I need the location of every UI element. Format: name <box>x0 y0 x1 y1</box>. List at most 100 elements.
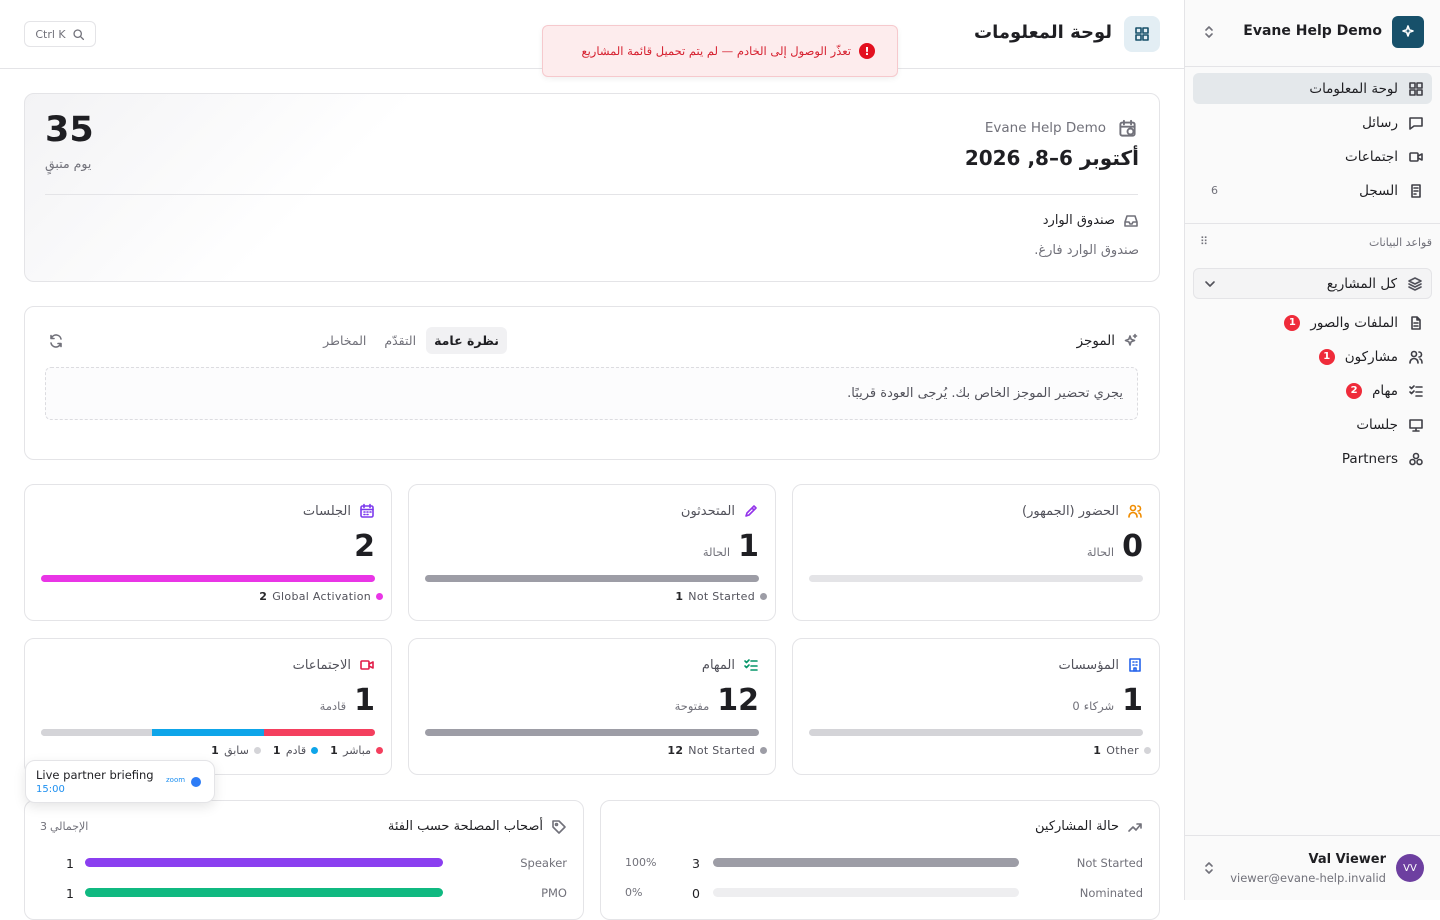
db-nav-item[interactable]: مشاركون 1 <box>1193 341 1432 372</box>
row-track <box>85 858 443 867</box>
stat-legend: Not Started 12 <box>667 744 767 757</box>
row-count: 0 <box>692 886 700 901</box>
calendar-icon <box>1119 119 1136 137</box>
stat-legend: مباشر 1 قادم 1 سابق 1 <box>211 744 383 757</box>
stat-unit: الحالة <box>703 545 730 559</box>
switcher-icon[interactable] <box>1201 24 1217 40</box>
stat-value: 0 <box>1122 529 1143 564</box>
row-label: Not Started <box>1076 856 1143 870</box>
refresh-button[interactable] <box>48 333 64 349</box>
stat-bar <box>809 729 1143 736</box>
divider <box>45 194 1138 195</box>
user-email: viewer@evane-help.invalid <box>1230 871 1386 885</box>
legend-item: سابق 1 <box>211 744 261 757</box>
stat-bar <box>41 575 375 582</box>
stat-bar <box>41 729 375 736</box>
stat-title: الاجتماعات <box>292 657 351 673</box>
row-count: 3 <box>692 856 700 871</box>
brief-tab[interactable]: المخاطر <box>323 333 367 348</box>
total-count: 3 <box>40 820 47 833</box>
icon <box>1409 151 1423 162</box>
stat-legend: Other 1 <box>1093 744 1151 757</box>
db-nav-item[interactable]: جلسات <box>1193 409 1432 440</box>
sidebar <box>1184 0 1440 900</box>
stat-card: الاجتماعات 1 قادمة مباشر 1 قادم 1 سابق 1 <box>24 638 392 775</box>
row-count: 1 <box>66 856 74 871</box>
stat-unit-label: شركاء <box>1083 699 1115 713</box>
event-name: Evane Help Demo <box>984 120 1106 136</box>
icon <box>1409 418 1423 432</box>
stat-unit-count: 0 <box>1072 699 1080 713</box>
search-button[interactable]: Ctrl K <box>24 21 96 47</box>
nav-badge: 2 <box>1346 382 1363 399</box>
db-nav-item[interactable]: Partners <box>1193 443 1432 474</box>
brief-tab[interactable]: نظرة عامة <box>426 327 507 354</box>
user-menu-icon[interactable] <box>1201 860 1217 876</box>
icon <box>1409 116 1423 130</box>
workspace-name[interactable]: Evane Help Demo <box>1243 23 1382 39</box>
nav-item[interactable]: السجل 6 <box>1193 175 1432 206</box>
stat-bar <box>809 575 1143 582</box>
layers-icon <box>1408 276 1422 291</box>
stat-value-row: 2 <box>354 529 375 564</box>
legend-count: 12 <box>667 744 684 757</box>
stat-unit: شركاء 0 <box>1072 699 1114 713</box>
stat-title: المتحدثون <box>680 503 735 519</box>
nav-label: لوحة المعلومات <box>1309 80 1398 97</box>
legend-dot <box>760 747 767 754</box>
db-nav-item[interactable]: الملفات والصور 1 <box>1193 307 1432 338</box>
page-icon <box>1124 16 1160 52</box>
inbox-title: صندوق الوارد <box>1042 213 1115 228</box>
nav-count: 6 <box>1211 184 1218 197</box>
stat-value-row: 1 شركاء 0 <box>1072 683 1143 718</box>
live-dot <box>191 777 201 787</box>
brief-tab[interactable]: التقدّم <box>384 333 417 348</box>
brief-title: الموجز <box>1076 333 1115 349</box>
days-label: يوم متبقٍ <box>45 156 92 171</box>
days-left: 35 <box>45 110 94 150</box>
inbox-empty: صندوق الوارد فارغ. <box>1034 243 1139 258</box>
brief-message: يجري تحضير الموجز الخاص بك. يُرجى العودة… <box>847 386 1123 401</box>
db-nav-item[interactable]: مهام 2 <box>1193 375 1432 406</box>
drag-handle[interactable]: ⠿ <box>1200 235 1208 248</box>
icon <box>744 659 758 671</box>
error-toast: ! تعذّر الوصول إلى الخادم — لم يتم تحميل… <box>542 25 898 77</box>
bar-segment <box>41 575 375 582</box>
nav-item[interactable]: رسائل <box>1193 107 1432 138</box>
live-meeting-widget[interactable]: Live partner briefing 15:00 zoom <box>25 760 215 803</box>
project-select[interactable]: كل المشاريع <box>1193 268 1432 299</box>
inbox-icon <box>1124 215 1138 227</box>
legend-item: Not Started 12 <box>667 744 767 757</box>
stat-value-row: 12 مفتوحة <box>675 683 759 718</box>
nav-item[interactable]: لوحة المعلومات <box>1193 73 1432 104</box>
project-select-label: كل المشاريع <box>1326 275 1397 292</box>
legend-count: 2 <box>259 590 268 603</box>
stat-card: الجلسات 2 Global Activation 2 <box>24 484 392 621</box>
legend-item: قادم 1 <box>273 744 319 757</box>
icon <box>360 503 374 518</box>
stat-unit-label: الحالة <box>702 545 731 559</box>
legend-count: 1 <box>330 744 339 757</box>
divider <box>1185 835 1440 836</box>
row-label: Nominated <box>1079 886 1143 900</box>
nav-item[interactable]: اجتماعات <box>1193 141 1432 172</box>
error-icon: ! <box>859 43 875 59</box>
legend-label: مباشر <box>343 744 371 757</box>
section-label: قواعد البيانات <box>1369 236 1432 249</box>
row-label: PMO <box>541 886 567 900</box>
stat-value-row: 1 قادمة <box>320 683 375 718</box>
row-count: 1 <box>66 886 74 901</box>
icon <box>360 660 374 670</box>
row-track <box>85 888 443 897</box>
legend-item: Other 1 <box>1093 744 1151 757</box>
event-dates: أكتوبر 6–8, 2026 <box>964 146 1139 170</box>
bar-segment <box>41 729 153 736</box>
search-shortcut: Ctrl K <box>35 27 66 41</box>
bar-segment <box>425 575 759 582</box>
nav-label: اجتماعات <box>1345 148 1398 165</box>
event-card <box>24 93 1160 282</box>
bar-segment <box>152 729 264 736</box>
icon <box>1409 81 1423 96</box>
avatar[interactable]: VV <box>1396 854 1424 882</box>
stat-unit: قادمة <box>320 699 346 713</box>
